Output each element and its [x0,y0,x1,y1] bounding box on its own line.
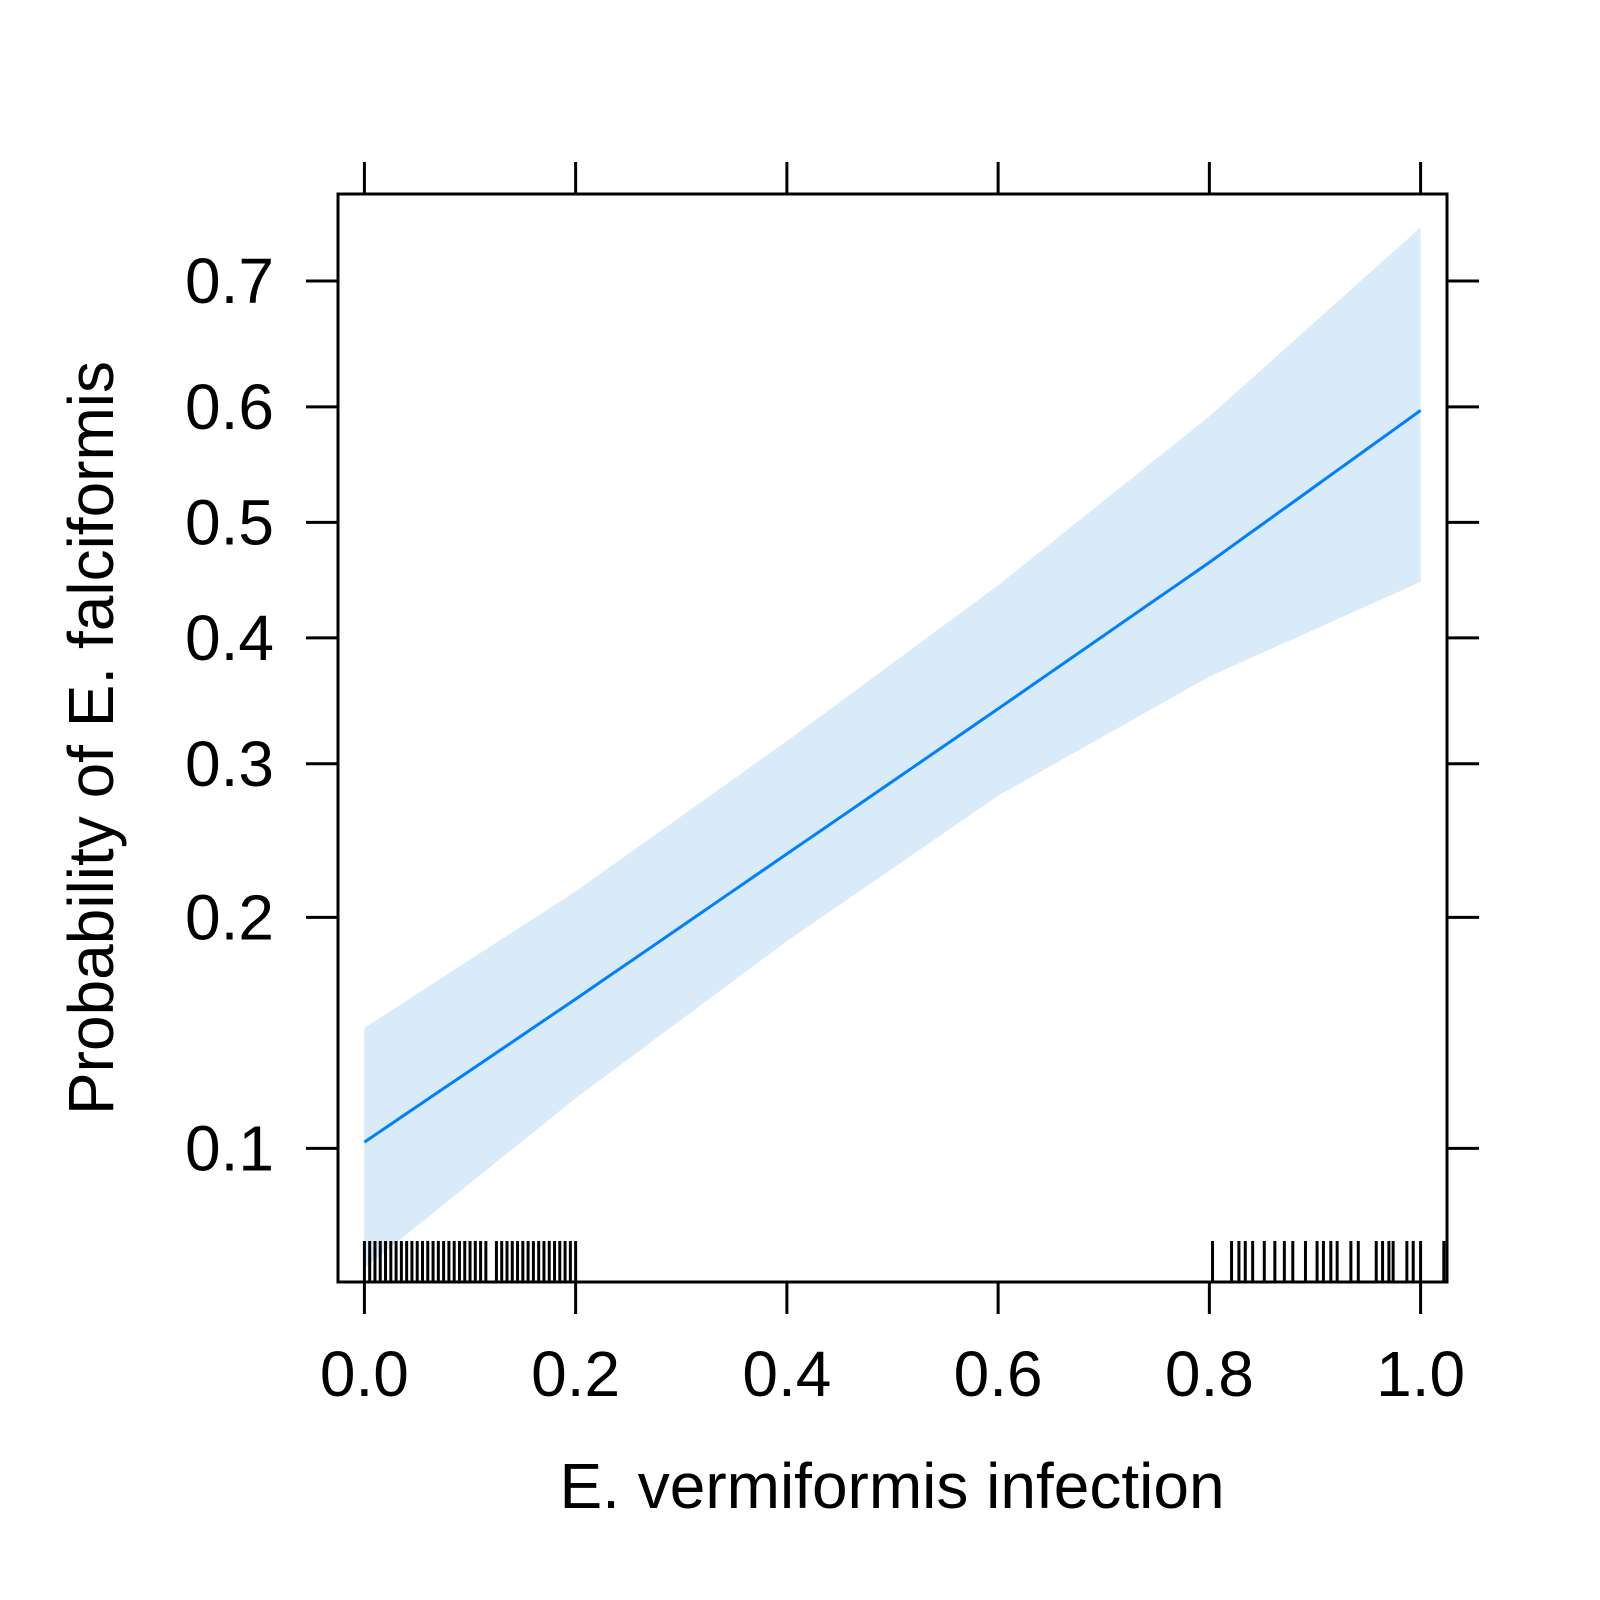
x-tick-label: 0.2 [531,1338,620,1410]
fit-line [363,409,1422,1144]
y-tick-label: 0.6 [185,371,274,443]
rug-layer [362,1241,1446,1282]
plot-frame [336,192,1449,1284]
y-tick-label: 0.2 [185,881,274,953]
confidence-band-layer [364,227,1421,1269]
y-tick-label: 0.7 [185,245,274,317]
x-axis: 0.0 0.2 0.4 0.6 0.8 1.0 [320,162,1465,1410]
y-tick-label: 0.4 [185,602,274,674]
confidence-band [364,227,1421,1269]
y-tick-label: 0.5 [185,486,274,558]
x-tick-label: 0.0 [320,1338,409,1410]
y-tick-label: 0.1 [185,1112,274,1184]
y-tick-label: 0.3 [185,728,274,800]
x-tick-label: 0.4 [742,1338,831,1410]
x-tick-label: 0.8 [1165,1338,1254,1410]
y-axis: 0.1 0.2 0.3 0.4 0.5 0.6 0.7 [185,245,1479,1184]
x-tick-label: 0.6 [954,1338,1043,1410]
x-axis-title: E. vermiformis infection [559,1450,1224,1522]
y-axis-title: Probability of E. falciformis [55,361,127,1115]
fit-line-layer [363,409,1422,1144]
x-tick-label: 1.0 [1376,1338,1465,1410]
